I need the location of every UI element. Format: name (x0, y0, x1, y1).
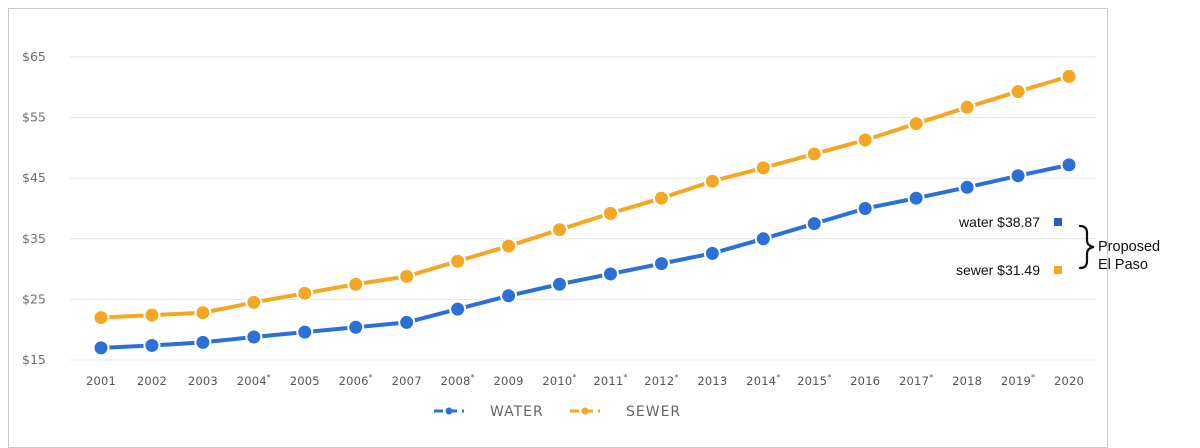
water-series-line (99, 162, 1071, 350)
x-tick-label: 2007 (392, 374, 422, 388)
sewer-data-point (245, 293, 263, 311)
legend-label-water: WATER (490, 404, 544, 420)
sewer-series-line (99, 74, 1071, 320)
y-tick-label: $15 (22, 352, 46, 367)
y-tick-label: $55 (22, 110, 46, 125)
legend-item-sewer: SEWER (570, 404, 681, 420)
sewer-data-point (347, 275, 365, 293)
water-data-point (958, 178, 976, 196)
sewer-data-point (1009, 83, 1027, 101)
x-tick-label: 2002 (137, 374, 167, 388)
water-data-point (652, 255, 670, 273)
water-data-point (856, 200, 874, 217)
x-tick-label: 2013 (697, 374, 727, 388)
water-data-point (1009, 167, 1027, 185)
water-data-point (398, 313, 416, 331)
sewer-data-point (551, 221, 569, 239)
water-data-point (1060, 156, 1078, 174)
x-tick-label: 2018 (952, 374, 982, 388)
water-data-point (449, 300, 467, 318)
sewer-data-point (703, 172, 721, 190)
legend-marker-water (445, 407, 453, 415)
x-tick-label: 2008* (440, 373, 474, 388)
legend-marker-sewer (581, 407, 589, 415)
water-data-point (551, 275, 569, 293)
x-tick-label: 2009 (494, 374, 524, 388)
sewer-data-point (500, 237, 518, 255)
x-tick-label: 2011* (593, 373, 627, 388)
x-tick-label: 2005 (290, 374, 320, 388)
x-tick-label: 2012* (644, 373, 678, 388)
sewer-data-point (856, 131, 874, 149)
sewer-data-point (754, 159, 772, 177)
side-note-line: El Paso (1098, 257, 1148, 273)
sewer-data-point (1060, 67, 1078, 85)
sewer-data-point (398, 267, 416, 285)
sewer-data-point (907, 115, 925, 133)
legend-item-water: WATER (434, 404, 544, 420)
x-tick-label: 2014* (746, 373, 780, 388)
water-proposed-label: water $38.87 (958, 214, 1040, 230)
water-data-point (754, 230, 772, 248)
side-note-line: Proposed (1098, 239, 1160, 255)
brace-icon (1078, 224, 1095, 270)
sewer-proposed-marker (1054, 266, 1062, 274)
x-tick-label: 2003 (188, 374, 218, 388)
y-tick-label: $25 (22, 291, 46, 306)
water-data-point (601, 265, 619, 283)
sewer-proposed-label: sewer $31.49 (956, 262, 1040, 278)
sewer-data-point (652, 189, 670, 207)
sewer-data-point (296, 284, 314, 302)
proposed-annotations: water $38.87 sewer $31.49 (956, 214, 1062, 278)
water-data-point (143, 336, 161, 354)
water-data-point (500, 287, 518, 305)
water-data-point (245, 328, 263, 346)
x-tick-label: 2004* (237, 373, 271, 388)
sewer-data-point (805, 145, 823, 163)
line-chart: $15 $25 $35 $45 $55 $65 2001 2002 2003 2004* 2005 2… (22, 49, 1160, 420)
gridlines (70, 56, 1096, 361)
sewer-data-point (143, 306, 161, 324)
x-tick-label: 2001 (86, 374, 116, 388)
sewer-data-point (92, 309, 110, 327)
x-tick-label: 2019* (1001, 373, 1035, 388)
sewer-data-point (449, 252, 467, 270)
water-proposed-marker (1054, 218, 1062, 226)
x-tick-label: 2006* (339, 373, 373, 388)
x-tick-label: 2017* (899, 373, 933, 388)
legend-label-sewer: SEWER (626, 404, 681, 420)
water-data-point (296, 323, 314, 341)
y-tick-label: $35 (22, 231, 46, 246)
x-tick-label: 2015* (797, 373, 831, 388)
water-data-point (347, 318, 365, 336)
x-tick-label: 2010* (542, 373, 576, 388)
water-data-point (907, 189, 925, 207)
x-tick-label: 2016 (850, 374, 880, 388)
water-data-point (194, 333, 212, 351)
water-data-point (805, 215, 823, 233)
water-data-point (92, 339, 110, 357)
y-tick-label: $65 (22, 49, 46, 64)
y-tick-label: $45 (22, 170, 46, 185)
x-tick-label: 2020 (1054, 374, 1084, 388)
sewer-data-point (194, 304, 212, 322)
sewer-data-point (601, 204, 619, 222)
sewer-data-point (958, 98, 976, 116)
water-data-point (703, 244, 721, 262)
